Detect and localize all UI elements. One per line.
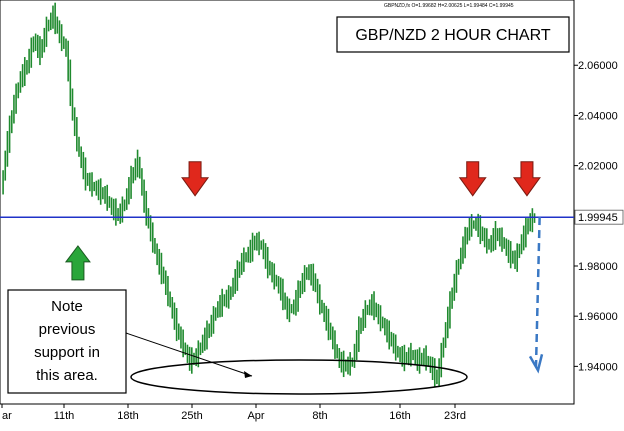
forecast-arrowhead-icon — [528, 354, 544, 374]
x-tick-label: ar — [2, 410, 12, 422]
note-line-2: previous — [39, 321, 96, 338]
note-line-1: Note — [51, 298, 83, 315]
x-tick-label: 16th — [389, 410, 410, 422]
note-frame — [7, 289, 127, 394]
chart-title-box: GBP/NZD 2 HOUR CHART — [336, 16, 570, 53]
y-tick-label: 1.94000 — [578, 361, 618, 373]
x-tick-label: 25th — [181, 410, 202, 422]
x-tick-label: 11th — [54, 410, 75, 422]
arrows — [64, 161, 541, 281]
down-arrow-icon — [512, 161, 541, 197]
y-tick-label: 2.02000 — [578, 161, 618, 173]
forecast — [528, 217, 544, 374]
down-arrow-icon — [458, 161, 487, 197]
x-tick-label: Apr — [247, 410, 264, 422]
current-price-label: 1.99945 — [578, 212, 618, 224]
note-pointer-head — [244, 371, 252, 378]
x-tick-label: 23rd — [444, 410, 466, 422]
x-ticks: ar 11th 18th 25th Apr 8th 16th 23rd — [1, 404, 466, 422]
up-arrow-icon — [64, 245, 91, 281]
note-line-3: support in — [34, 344, 100, 361]
y-tick-label: 2.06000 — [578, 60, 618, 72]
y-tick-label: 2.04000 — [578, 110, 618, 122]
note-line-4: this area. — [36, 367, 98, 384]
chart-title: GBP/NZD 2 HOUR CHART — [355, 27, 551, 44]
info-line: GBPNZD,fx O=1.99682 H=2.00625 L=1.99484 … — [384, 3, 514, 9]
current-price-tag — [574, 209, 624, 225]
support-ellipse — [130, 359, 468, 395]
x-tick-label: 18th — [117, 410, 138, 422]
note-pointer-line — [125, 332, 253, 377]
forecast-line — [534, 217, 541, 367]
y-tick-label: 1.98000 — [578, 261, 618, 273]
price-series — [2, 2, 536, 388]
note-box: Note previous support in this area. — [7, 289, 127, 394]
x-tick-label: 8th — [312, 410, 327, 422]
down-arrow-icon — [181, 161, 210, 197]
title-frame — [336, 16, 570, 53]
y-ticks: 2.06000 2.04000 2.02000 1.98000 1.96000 1.940… — [574, 60, 624, 373]
y-tick-label: 1.96000 — [578, 311, 618, 323]
